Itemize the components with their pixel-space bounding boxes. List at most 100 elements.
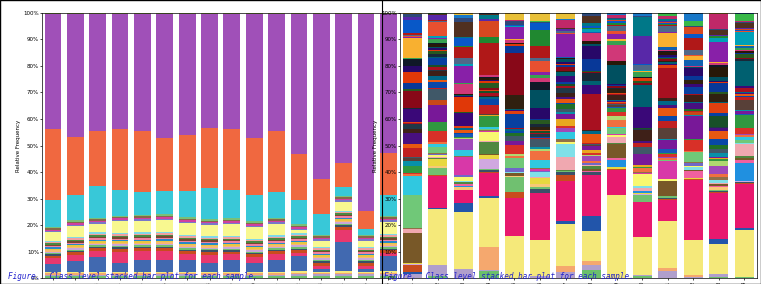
Bar xyxy=(607,15,626,18)
Bar xyxy=(157,220,174,232)
Bar xyxy=(658,149,677,153)
Bar xyxy=(454,15,473,18)
Bar xyxy=(632,173,652,174)
Bar xyxy=(683,56,703,60)
Bar xyxy=(67,245,84,247)
Bar xyxy=(134,243,151,244)
Bar xyxy=(454,186,473,187)
Bar xyxy=(428,266,447,276)
Bar xyxy=(505,176,524,177)
Bar xyxy=(112,249,129,252)
Bar xyxy=(403,66,422,72)
Bar xyxy=(581,85,600,94)
Bar xyxy=(632,128,652,129)
Bar xyxy=(709,29,728,30)
Bar xyxy=(607,45,626,61)
Bar xyxy=(313,269,330,272)
Bar xyxy=(530,134,549,137)
Bar xyxy=(428,70,447,71)
Bar xyxy=(358,250,374,251)
Bar xyxy=(735,88,754,92)
Bar xyxy=(505,158,524,168)
Bar xyxy=(505,128,524,129)
Bar xyxy=(479,91,498,93)
Bar xyxy=(607,112,626,116)
Bar xyxy=(735,114,754,128)
Bar xyxy=(224,254,240,260)
Bar xyxy=(201,245,218,246)
Bar xyxy=(632,65,652,70)
Bar xyxy=(683,76,703,80)
Bar xyxy=(735,156,754,158)
Bar xyxy=(45,242,62,243)
Bar xyxy=(709,36,728,37)
Bar xyxy=(291,230,307,233)
Bar xyxy=(403,157,422,158)
Bar xyxy=(336,242,352,272)
Bar xyxy=(428,54,447,57)
Bar xyxy=(683,240,703,275)
Bar xyxy=(632,78,652,81)
Bar xyxy=(89,272,106,273)
Bar xyxy=(479,154,498,155)
Bar xyxy=(735,13,754,14)
Bar xyxy=(454,184,473,186)
Bar xyxy=(358,238,374,239)
Bar xyxy=(632,13,652,16)
Bar xyxy=(607,19,626,20)
Bar xyxy=(556,67,575,71)
Bar xyxy=(67,273,84,275)
Bar xyxy=(380,237,396,238)
Bar xyxy=(530,139,549,147)
Bar xyxy=(479,196,498,198)
Bar xyxy=(530,276,549,278)
Bar xyxy=(134,219,151,221)
Bar xyxy=(157,233,174,235)
Bar xyxy=(157,219,174,220)
Bar xyxy=(556,65,575,67)
Bar xyxy=(530,137,549,138)
Bar xyxy=(313,251,330,252)
Bar xyxy=(313,266,330,269)
Bar xyxy=(632,275,652,278)
Bar xyxy=(336,196,352,197)
Bar xyxy=(556,175,575,181)
Bar xyxy=(112,272,129,273)
Bar xyxy=(224,241,240,243)
Bar xyxy=(658,61,677,62)
Bar xyxy=(336,187,352,196)
Bar xyxy=(157,236,174,238)
Bar xyxy=(632,193,652,194)
Bar xyxy=(709,239,728,245)
Bar xyxy=(89,245,106,247)
Bar xyxy=(134,14,151,131)
Bar xyxy=(735,111,754,114)
Bar xyxy=(709,128,728,131)
Bar xyxy=(224,129,240,190)
Bar xyxy=(607,160,626,167)
Bar xyxy=(581,81,600,82)
Bar xyxy=(632,141,652,143)
Bar xyxy=(313,236,330,238)
Bar xyxy=(201,14,218,128)
Bar xyxy=(454,84,473,94)
Bar xyxy=(313,241,330,247)
Bar xyxy=(89,248,106,251)
Bar xyxy=(201,275,218,276)
Bar xyxy=(658,128,677,139)
Bar xyxy=(530,23,549,30)
Bar xyxy=(530,138,549,139)
Bar xyxy=(268,192,285,218)
Bar xyxy=(581,71,600,72)
Bar xyxy=(735,228,754,230)
Bar xyxy=(632,85,652,107)
Bar xyxy=(67,237,84,239)
Bar xyxy=(505,28,524,39)
Bar xyxy=(658,22,677,23)
Bar xyxy=(556,112,575,114)
Bar xyxy=(380,195,396,216)
Bar xyxy=(201,243,218,245)
Bar xyxy=(336,276,352,278)
Bar xyxy=(428,157,447,158)
Bar xyxy=(581,33,600,41)
